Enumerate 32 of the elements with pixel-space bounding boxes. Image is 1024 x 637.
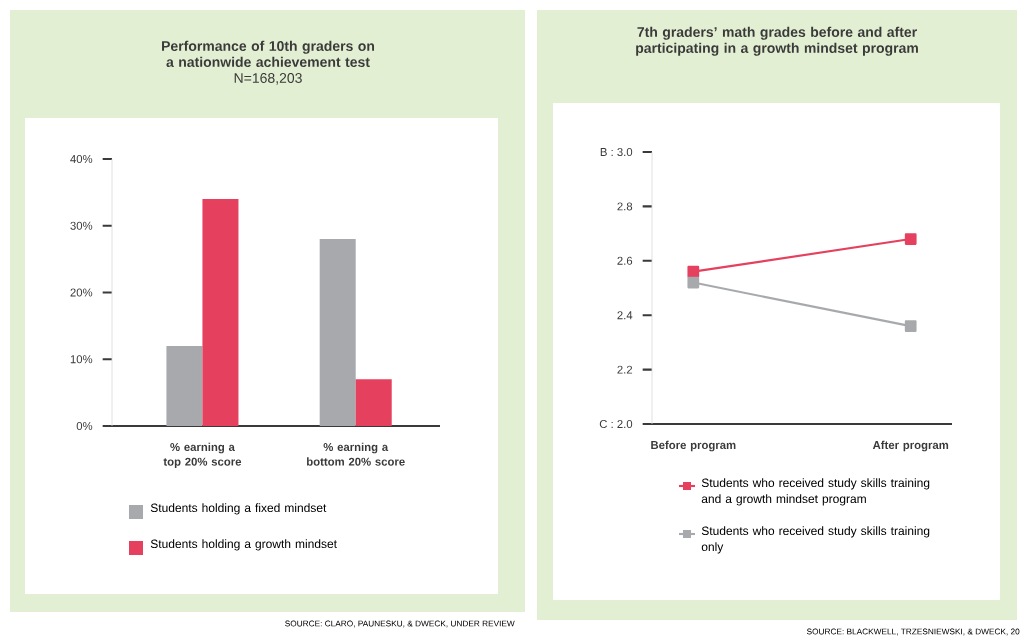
bar — [166, 345, 203, 426]
chart-title: Performance of 10th graders on a nationwide achievement test — [162, 40, 375, 67]
x-tick-label: After program — [872, 440, 949, 452]
point — [904, 233, 917, 245]
bar — [355, 379, 392, 426]
y-tick-label: 0% — [76, 422, 93, 430]
legend-label: Students holding a growth mindset — [150, 539, 337, 551]
y-tick-label: 2.4 — [617, 311, 633, 320]
point — [904, 320, 917, 332]
y-tick-label: B : 3.0 — [600, 148, 633, 157]
point — [687, 265, 700, 278]
y-tick-label: C : 2.0 — [599, 420, 633, 429]
y-tick-label: 40% — [70, 155, 93, 164]
bar — [202, 199, 239, 426]
chart-title: 7th graders’ math grades before and after participating in a growth mindset program — [636, 26, 918, 56]
legend-label: Students who received study skills training only — [701, 526, 930, 554]
y-tick-label: 30% — [70, 221, 93, 230]
y-tick-label: 2.8 — [617, 202, 633, 211]
y-tick-label: 10% — [70, 355, 93, 364]
chart-subtitle: N=168,203 — [234, 73, 302, 85]
x-tick-label: % earning a top 20% score — [163, 442, 242, 468]
point — [687, 276, 700, 289]
y-tick-label: 2.2 — [617, 365, 633, 374]
legend-label: Students holding a fixed mindset — [150, 503, 327, 515]
x-tick-label: % earning a bottom 20% score — [307, 442, 405, 466]
y-tick-label: 20% — [70, 288, 93, 297]
x-tick-label: Before program — [651, 440, 736, 452]
source-note: SOURCE: BLACKWELL, TRZESNIEWSKI, & DWECK, 20 — [806, 628, 1020, 636]
y-tick-label: 2.6 — [617, 256, 633, 265]
bar — [319, 239, 356, 426]
source-note: SOURCE: CLARO, PAUNESKU, & DWECK, UNDER REVIEW — [285, 620, 515, 628]
legend-label: Students who received study skills training and a growth mindset program — [701, 478, 930, 506]
